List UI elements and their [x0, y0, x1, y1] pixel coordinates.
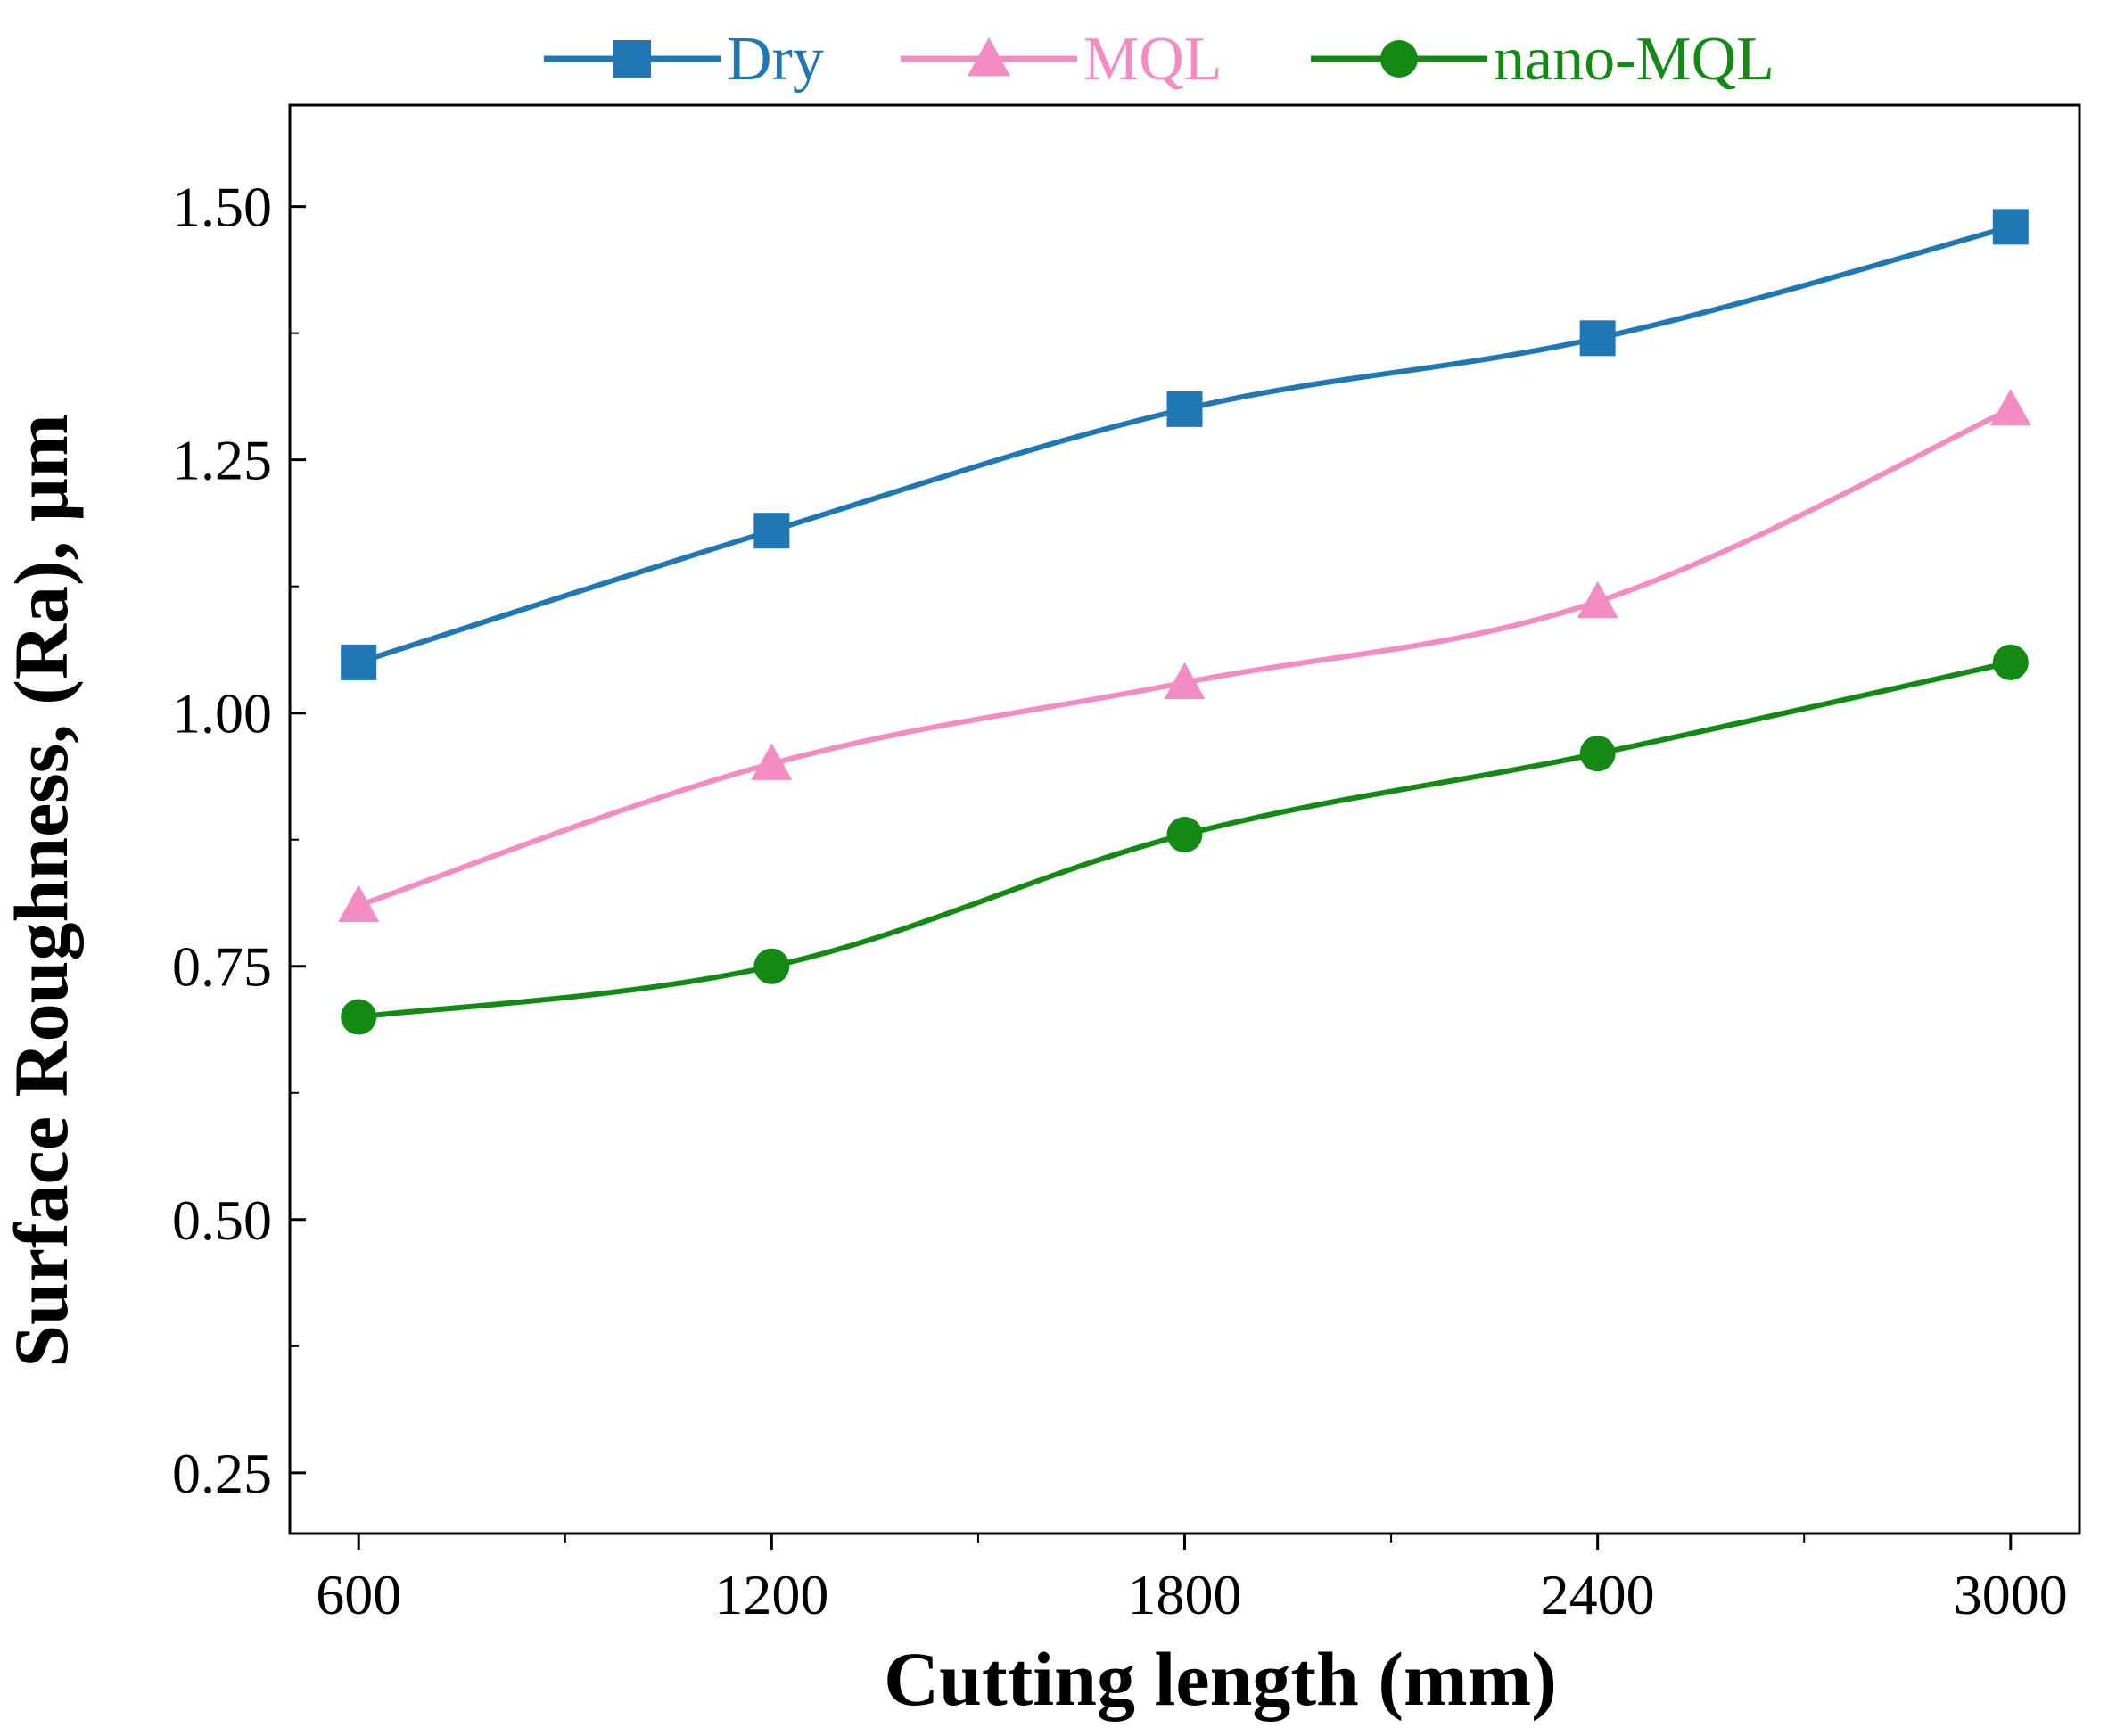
data-point-dry — [1166, 391, 1203, 427]
x-tick-label: 1200 — [714, 1563, 828, 1626]
y-tick-label: 0.75 — [172, 935, 272, 999]
y-tick-label: 0.50 — [172, 1189, 272, 1252]
data-point-mql — [1164, 662, 1206, 700]
y-axis-title: Surface Roughness, (Ra), µm — [0, 414, 84, 1368]
data-point-dry — [753, 513, 790, 549]
y-tick-label: 1.25 — [172, 429, 272, 492]
legend-marker-mql — [967, 37, 1011, 77]
data-point-dry — [1579, 320, 1616, 357]
legend-marker-nano-mql — [1380, 40, 1418, 78]
legend-label-nano-mql: nano-MQL — [1494, 25, 1775, 94]
legend-marker-dry — [613, 40, 651, 78]
y-axis: 0.25 0.50 0.75 1.00 1.25 1.50 — [172, 176, 306, 1505]
data-point-dry — [341, 644, 377, 680]
x-tick-label: 3000 — [1954, 1563, 2068, 1626]
series-line-dry — [358, 224, 2012, 665]
x-axis-title: Cutting length (mm) — [884, 1636, 1557, 1722]
y-tick-label: 0.25 — [172, 1442, 272, 1505]
data-point-nano-mql — [341, 999, 377, 1035]
data-point-nano-mql — [1579, 736, 1616, 772]
data-point-mql — [1577, 580, 1618, 619]
data-point-nano-mql — [1992, 644, 2029, 680]
x-axis: 600 1200 1800 2400 3000 — [316, 1534, 2068, 1626]
y-tick-label: 1.00 — [172, 682, 272, 745]
x-tick-label: 2400 — [1541, 1563, 1655, 1626]
legend-label-dry: Dry — [727, 25, 824, 94]
series-layer — [338, 209, 2031, 1035]
data-point-mql — [751, 743, 793, 780]
data-point-mql — [1989, 388, 2031, 426]
data-point-mql — [338, 884, 380, 922]
data-point-nano-mql — [753, 948, 790, 984]
legend-label-mql: MQL — [1083, 25, 1223, 94]
data-point-nano-mql — [1166, 817, 1203, 853]
x-tick-label: 600 — [316, 1563, 401, 1626]
data-point-dry — [1992, 209, 2029, 245]
y-tick-label: 1.50 — [172, 176, 272, 239]
legend: Dry MQL nano-MQL — [544, 25, 1775, 94]
x-tick-label: 1800 — [1128, 1563, 1242, 1626]
